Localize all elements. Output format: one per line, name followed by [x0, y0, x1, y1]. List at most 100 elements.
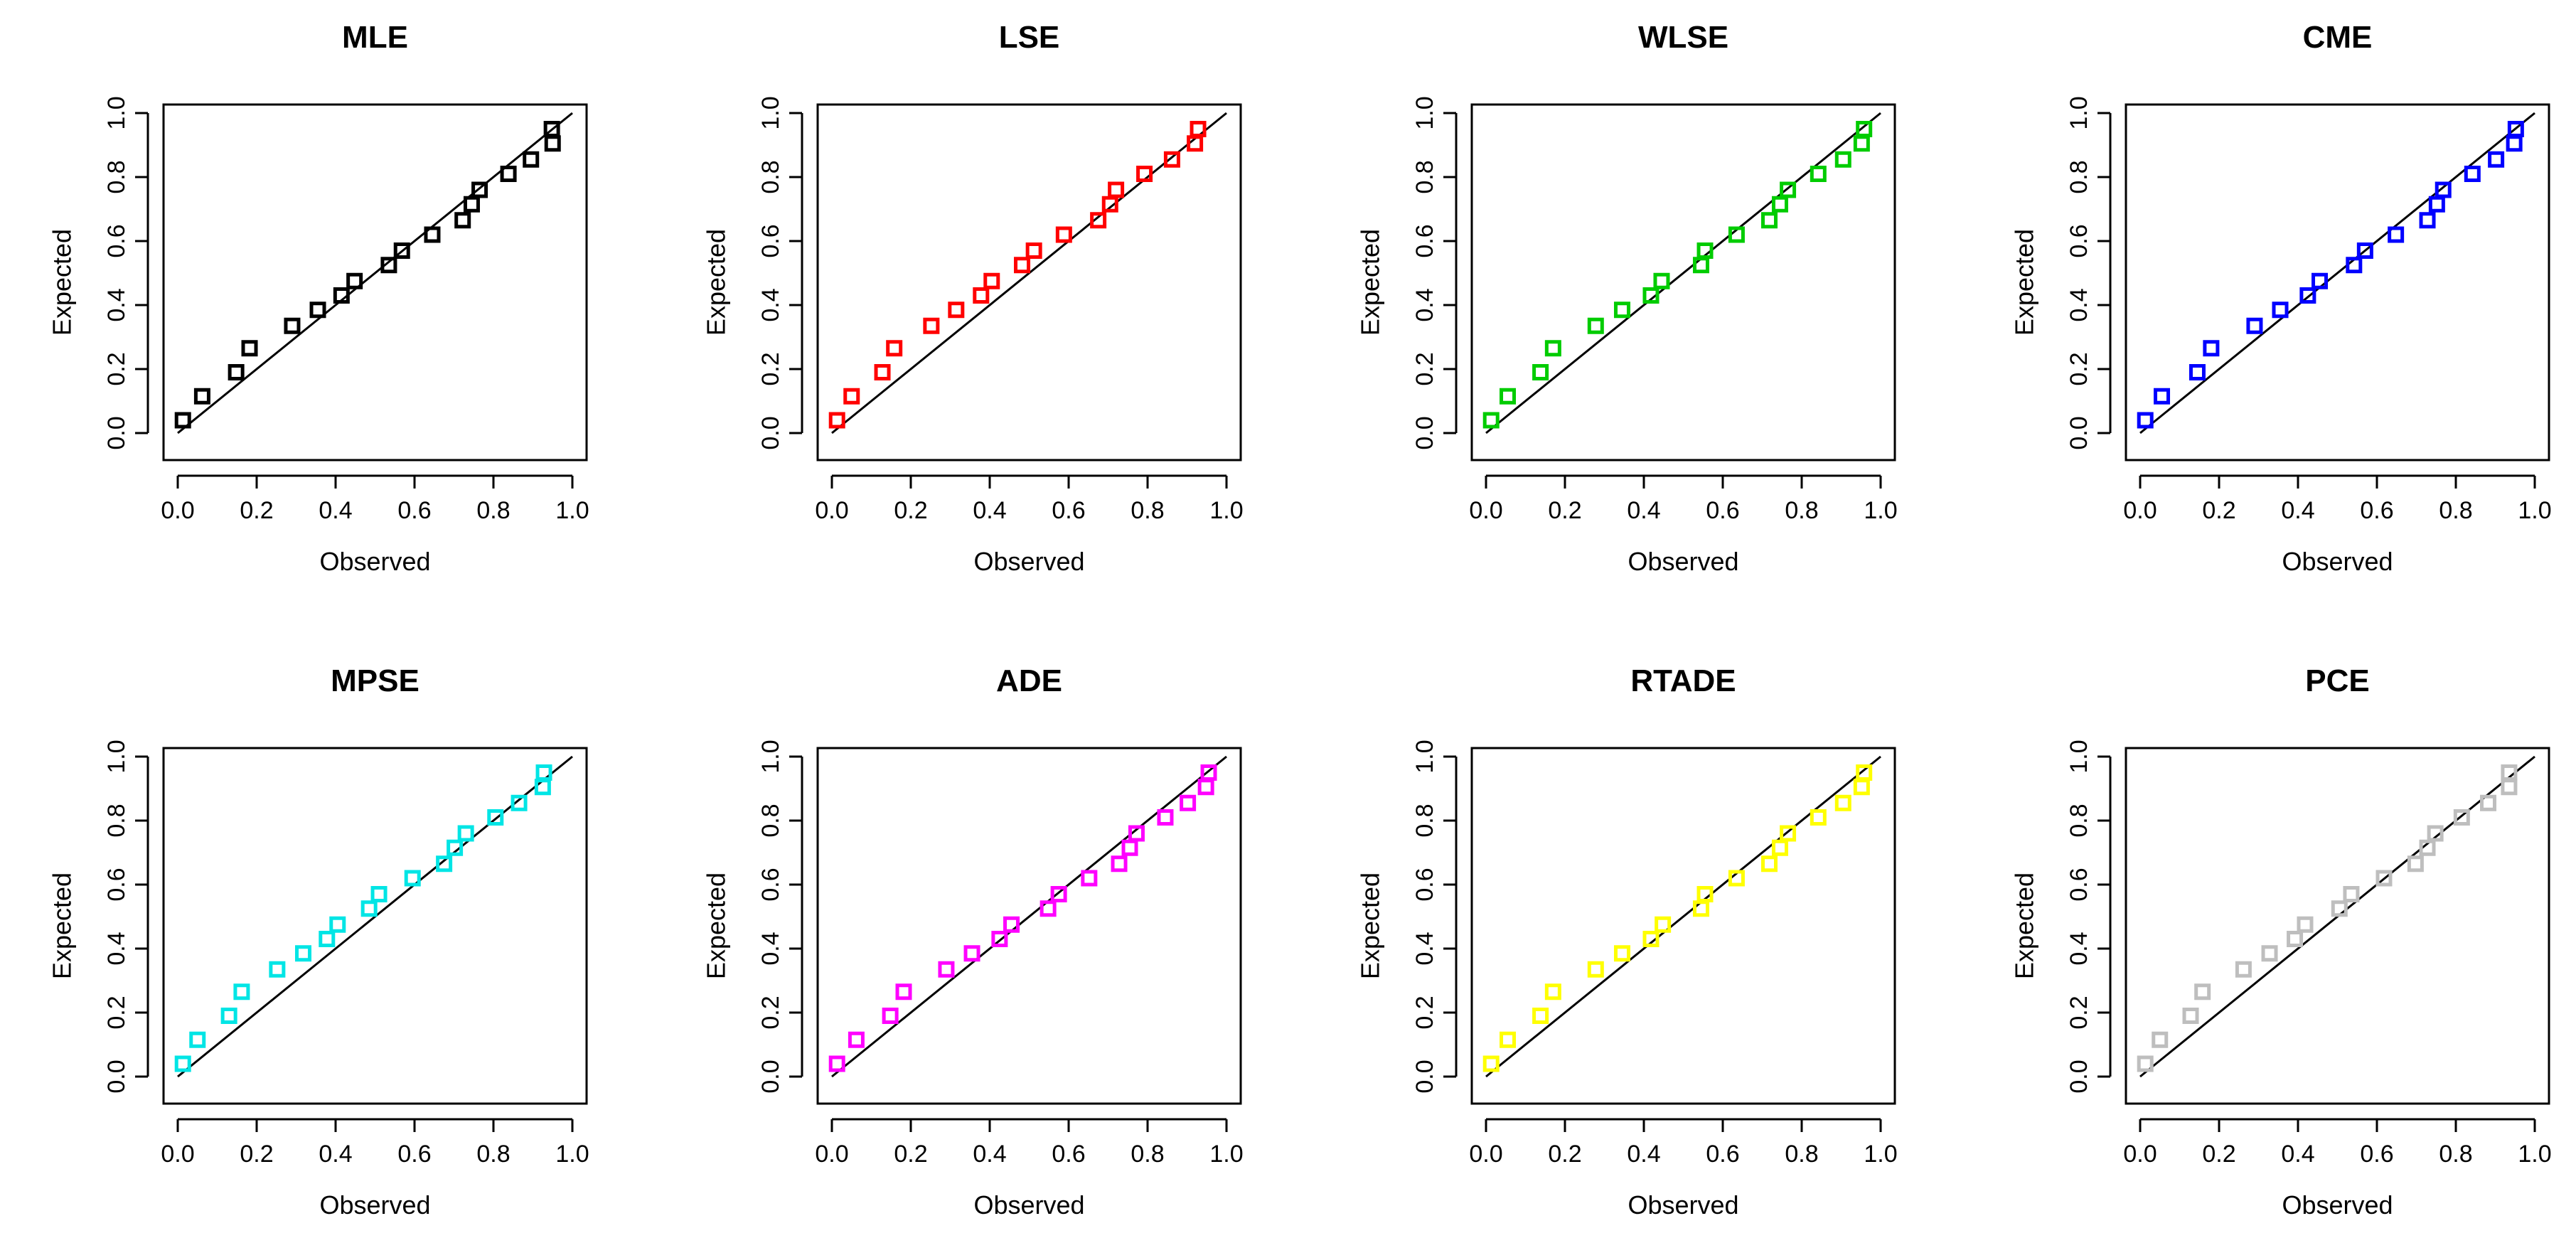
y-tick-label: 0.4 — [103, 932, 130, 965]
y-tick-label: 0.8 — [2065, 160, 2093, 193]
data-point — [2356, 242, 2373, 259]
y-tick-label: 0.6 — [1411, 224, 1438, 257]
y-tick-label: 0.2 — [1411, 352, 1438, 385]
data-point — [228, 364, 245, 380]
plot-frame — [1470, 103, 1896, 461]
data-point — [523, 151, 540, 168]
data-point — [1157, 809, 1174, 826]
data-point — [1853, 135, 1870, 152]
data-point — [886, 340, 903, 357]
y-tick-label: 0.8 — [1411, 160, 1438, 193]
y-tick-label: 0.4 — [757, 932, 784, 965]
data-point — [1500, 1031, 1517, 1048]
x-tick-label: 0.8 — [2439, 497, 2472, 524]
data-point — [457, 825, 474, 842]
y-tick-label: 1.0 — [757, 96, 784, 129]
data-point — [543, 121, 560, 137]
data-point — [923, 317, 940, 334]
x-tick-label: 0.2 — [2202, 497, 2235, 524]
data-point — [2235, 961, 2252, 978]
data-point — [1128, 825, 1145, 842]
data-point — [544, 135, 561, 152]
x-tick-label: 1.0 — [555, 497, 589, 524]
x-tick-label: 0.4 — [1627, 1141, 1660, 1168]
y-tick-label: 0.4 — [2065, 288, 2093, 321]
y-tick-label: 0.8 — [757, 804, 784, 837]
data-point — [1696, 886, 1714, 902]
x-tick-label: 0.2 — [894, 1141, 927, 1168]
y-tick-label: 1.0 — [2065, 96, 2093, 129]
y-tick-label: 0.8 — [103, 804, 130, 837]
data-point — [973, 287, 990, 304]
data-point — [1090, 212, 1107, 229]
data-point — [2464, 166, 2481, 182]
data-point — [346, 272, 363, 289]
data-point — [874, 364, 891, 380]
y-tick-label: 0.6 — [2065, 224, 2093, 257]
data-point — [1081, 870, 1098, 887]
panel-rtade: RTADE 0.0 0.2 0.4 0.6 0.8 1.0 Observed 0.0 0.2 0.4… — [1356, 663, 1898, 1220]
plot-frame — [162, 747, 588, 1105]
y-tick-label: 0.6 — [103, 224, 130, 257]
data-point — [233, 983, 250, 1000]
data-point — [1482, 1055, 1500, 1072]
data-point — [487, 809, 504, 826]
data-point — [828, 412, 845, 429]
data-point — [2297, 916, 2314, 933]
data-point — [1108, 181, 1125, 198]
y-tick-label: 0.2 — [2065, 352, 2093, 385]
data-point — [2331, 900, 2348, 917]
x-tick-label: 0.2 — [240, 497, 273, 524]
x-tick-label: 1.0 — [555, 1141, 589, 1168]
x-tick-label: 0.0 — [161, 497, 194, 524]
y-axis-label: Expected — [2010, 229, 2039, 336]
data-point — [1482, 412, 1500, 429]
data-point — [329, 916, 346, 933]
x-axis-label: Observed — [319, 547, 430, 576]
y-tick-label: 0.0 — [103, 416, 130, 449]
data-point — [1544, 340, 1561, 357]
plot-frame — [162, 103, 588, 461]
y-tick-label: 0.0 — [103, 1060, 130, 1093]
data-point — [241, 340, 258, 357]
x-tick-label: 0.8 — [1131, 1141, 1164, 1168]
y-tick-label: 1.0 — [1411, 740, 1438, 773]
panel-pce: PCE 0.0 0.2 0.4 0.6 0.8 1.0 Observed 0.0 0.2 0.4 0.… — [2010, 663, 2552, 1220]
data-point — [828, 1055, 845, 1072]
y-tick-label: 0.0 — [757, 416, 784, 449]
data-point — [2152, 1031, 2169, 1048]
data-point — [991, 931, 1008, 947]
x-tick-label: 0.0 — [1469, 1141, 1502, 1168]
y-tick-label: 0.0 — [1411, 416, 1438, 449]
data-point — [189, 1031, 206, 1048]
data-point — [2299, 287, 2316, 304]
data-point — [2427, 825, 2444, 842]
x-tick-label: 0.2 — [2202, 1141, 2235, 1168]
data-point — [1544, 983, 1561, 1000]
data-point — [1771, 839, 1788, 856]
x-tick-label: 1.0 — [1864, 497, 1897, 524]
panel-lse: LSE 0.0 0.2 0.4 0.6 0.8 1.0 Observed 0.0 0.2 0.4 0.… — [702, 20, 1244, 576]
x-tick-label: 0.0 — [2123, 1141, 2157, 1168]
data-point — [983, 272, 1000, 289]
data-point — [1532, 1008, 1549, 1024]
panel-title: CME — [2303, 20, 2373, 55]
data-point — [1642, 287, 1660, 304]
data-point — [370, 886, 388, 902]
data-point — [1500, 388, 1517, 405]
data-point — [843, 388, 860, 405]
data-point — [319, 931, 336, 947]
y-tick-label: 0.8 — [103, 160, 130, 193]
y-tick-label: 0.0 — [757, 1060, 784, 1093]
panel-title: WLSE — [1638, 20, 1728, 55]
y-tick-label: 0.2 — [103, 996, 130, 1029]
x-tick-label: 0.2 — [240, 1141, 273, 1168]
x-tick-label: 0.4 — [2281, 1141, 2314, 1168]
data-point — [1856, 764, 1873, 781]
data-point — [2428, 196, 2445, 213]
reference-line — [2139, 112, 2535, 434]
plot-frame — [1470, 747, 1896, 1105]
y-tick-label: 0.4 — [1411, 288, 1438, 321]
x-tick-label: 0.2 — [1548, 1141, 1581, 1168]
data-point — [948, 302, 965, 319]
